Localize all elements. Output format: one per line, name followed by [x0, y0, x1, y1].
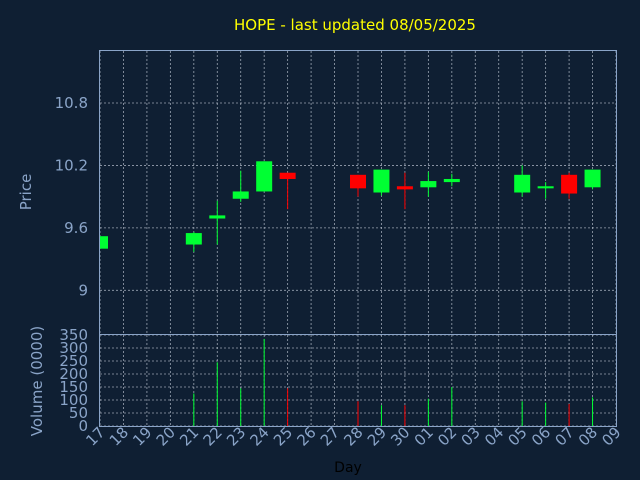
- x-tick-label: 20: [153, 423, 179, 449]
- candle-body: [185, 233, 202, 245]
- x-tick-label: 09: [598, 423, 624, 449]
- candle-body: [537, 186, 554, 189]
- x-tick-label: 19: [129, 423, 155, 449]
- x-tick-label: 02: [434, 423, 460, 449]
- price-tick-label: 10.2: [55, 156, 88, 174]
- volume-panel-frame: [99, 334, 617, 427]
- x-tick-label: 21: [176, 423, 202, 449]
- x-tick-label: 29: [364, 423, 390, 449]
- candle-body: [514, 174, 531, 193]
- candle-body: [443, 178, 460, 183]
- volume-tick-label: 350: [59, 326, 88, 344]
- price-tick-labels: 10.8 10.2 9.6 9: [55, 94, 88, 299]
- candle-body: [396, 186, 413, 190]
- x-tick-label: 18: [106, 423, 132, 449]
- volume-tick-label: 250: [59, 352, 88, 370]
- price-tick-label: 10.8: [55, 94, 88, 112]
- candle-body: [373, 169, 390, 193]
- x-tick-label: 23: [223, 423, 249, 449]
- volume-tick-label: 300: [59, 339, 88, 357]
- x-tick-label: 08: [575, 423, 601, 449]
- candle-body: [279, 172, 296, 179]
- candle-body: [584, 169, 601, 188]
- price-tick-label: 9: [78, 281, 88, 299]
- candle-body: [256, 161, 273, 192]
- volume-tick-label: 150: [59, 378, 88, 396]
- volume-axis-label: Volume (0000): [28, 326, 46, 436]
- candle-body: [232, 191, 249, 199]
- x-tick-label: 27: [317, 423, 343, 449]
- chart-title: HOPE - last updated 08/05/2025: [234, 16, 476, 34]
- candles: [99, 161, 601, 252]
- x-axis-label: Day: [334, 460, 362, 476]
- price-tick-label: 9.6: [64, 219, 88, 237]
- x-tick-label: 24: [247, 423, 273, 449]
- candle-body: [100, 236, 108, 249]
- volume-tick-label: 200: [59, 365, 88, 383]
- x-tick-label: 01: [411, 423, 437, 449]
- volume-bars: [193, 338, 594, 426]
- x-tick-label: 03: [458, 423, 484, 449]
- candle-body: [561, 174, 578, 194]
- x-tick-labels: 1718192021222324252627282930010203040506…: [82, 423, 624, 449]
- x-tick-label: 25: [270, 423, 296, 449]
- candle-body: [420, 181, 437, 188]
- x-tick-label: 22: [200, 423, 226, 449]
- x-tick-label: 07: [551, 423, 577, 449]
- candle-body: [209, 215, 226, 219]
- x-tick-label: 30: [387, 423, 413, 449]
- price-axis-label: Price: [17, 174, 35, 211]
- x-tick-label: 06: [528, 423, 554, 449]
- candle-body: [350, 174, 366, 189]
- x-tick-label: 28: [340, 423, 366, 449]
- x-tick-label: 04: [481, 423, 507, 449]
- volume-tick-label: 0: [78, 417, 88, 435]
- x-tick-label: 05: [505, 423, 531, 449]
- x-tick-label: 26: [293, 423, 319, 449]
- volume-tick-label: 100: [59, 391, 88, 409]
- volume-tick-label: 50: [69, 404, 88, 422]
